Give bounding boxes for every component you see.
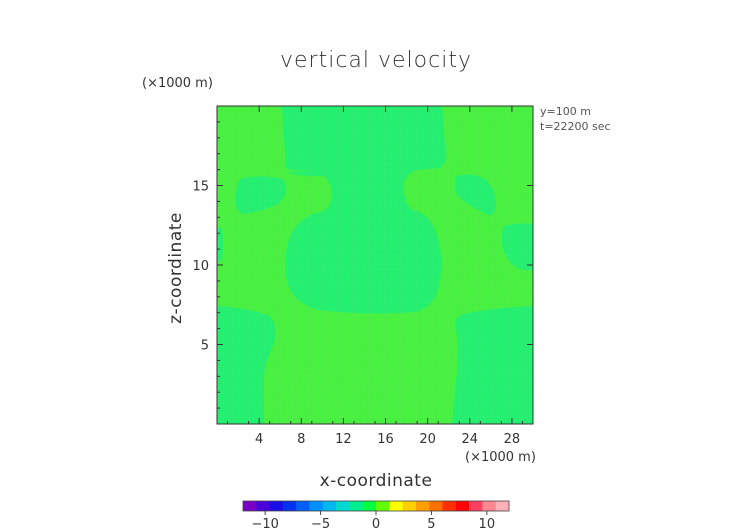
x-tick-label: 24: [462, 432, 479, 447]
colorbar-swatch: [455, 501, 470, 511]
x-tick-label: 28: [504, 432, 521, 447]
x-axis-ticks: 4 8 12 16 20 24 28: [227, 106, 523, 447]
colorbar-swatch: [349, 501, 363, 511]
x-tick-label: 20: [419, 432, 436, 447]
colorbar-swatch: [402, 501, 417, 511]
y-axis-label: z-coordinate: [166, 212, 186, 324]
colorbar-swatch: [296, 501, 310, 511]
colorbar: [242, 500, 510, 512]
x-tick-label: 4: [255, 432, 263, 447]
y-tick-label: 15: [192, 180, 209, 195]
x-tick-label: 16: [377, 432, 394, 447]
colorbar-swatch: [389, 501, 403, 511]
colorbar-swatch: [322, 501, 337, 511]
colorbar-tick-label: 10: [479, 517, 496, 532]
colorbar-swatch: [415, 501, 430, 511]
colorbar-swatch: [269, 501, 284, 511]
y-axis-ticks: 5 10 15: [192, 121, 533, 409]
colorbar-tick-label: 5: [427, 517, 435, 532]
colorbar-tick-label: 0: [372, 517, 380, 532]
chart-title: vertical velocity: [279, 48, 472, 73]
y-axis-unit: (×1000 m): [142, 76, 213, 91]
colorbar-swatch: [442, 501, 457, 511]
colorbar-swatch: [243, 501, 257, 511]
colorbar-tick-label: −10: [251, 517, 278, 532]
velocity-field: [217, 106, 533, 424]
y-tick-label: 10: [192, 259, 209, 274]
colorbar-swatch: [362, 501, 377, 511]
colorbar-swatch: [429, 501, 443, 511]
x-axis-label: x-coordinate: [319, 471, 433, 491]
annotation-height: y=100 m: [540, 105, 591, 118]
colorbar-swatch: [495, 501, 510, 511]
annotation-time: t=22200 sec: [540, 120, 611, 133]
x-tick-label: 8: [297, 432, 305, 447]
colorbar-swatch: [309, 501, 324, 511]
colorbar-swatch: [482, 501, 496, 511]
y-tick-label: 5: [201, 339, 209, 354]
colorbar-swatch: [256, 501, 270, 511]
colorbar-swatch: [469, 501, 483, 511]
colorbar-swatch: [282, 501, 297, 511]
x-tick-label: 12: [335, 432, 352, 447]
colorbar-ticks: −10 −5 0 5 10: [251, 511, 495, 532]
fine-grid: [217, 106, 533, 424]
x-axis-unit: (×1000 m): [465, 450, 536, 465]
colorbar-tick-label: −5: [311, 517, 330, 532]
colorbar-swatch: [336, 501, 350, 511]
colorbar-swatch: [376, 501, 390, 511]
